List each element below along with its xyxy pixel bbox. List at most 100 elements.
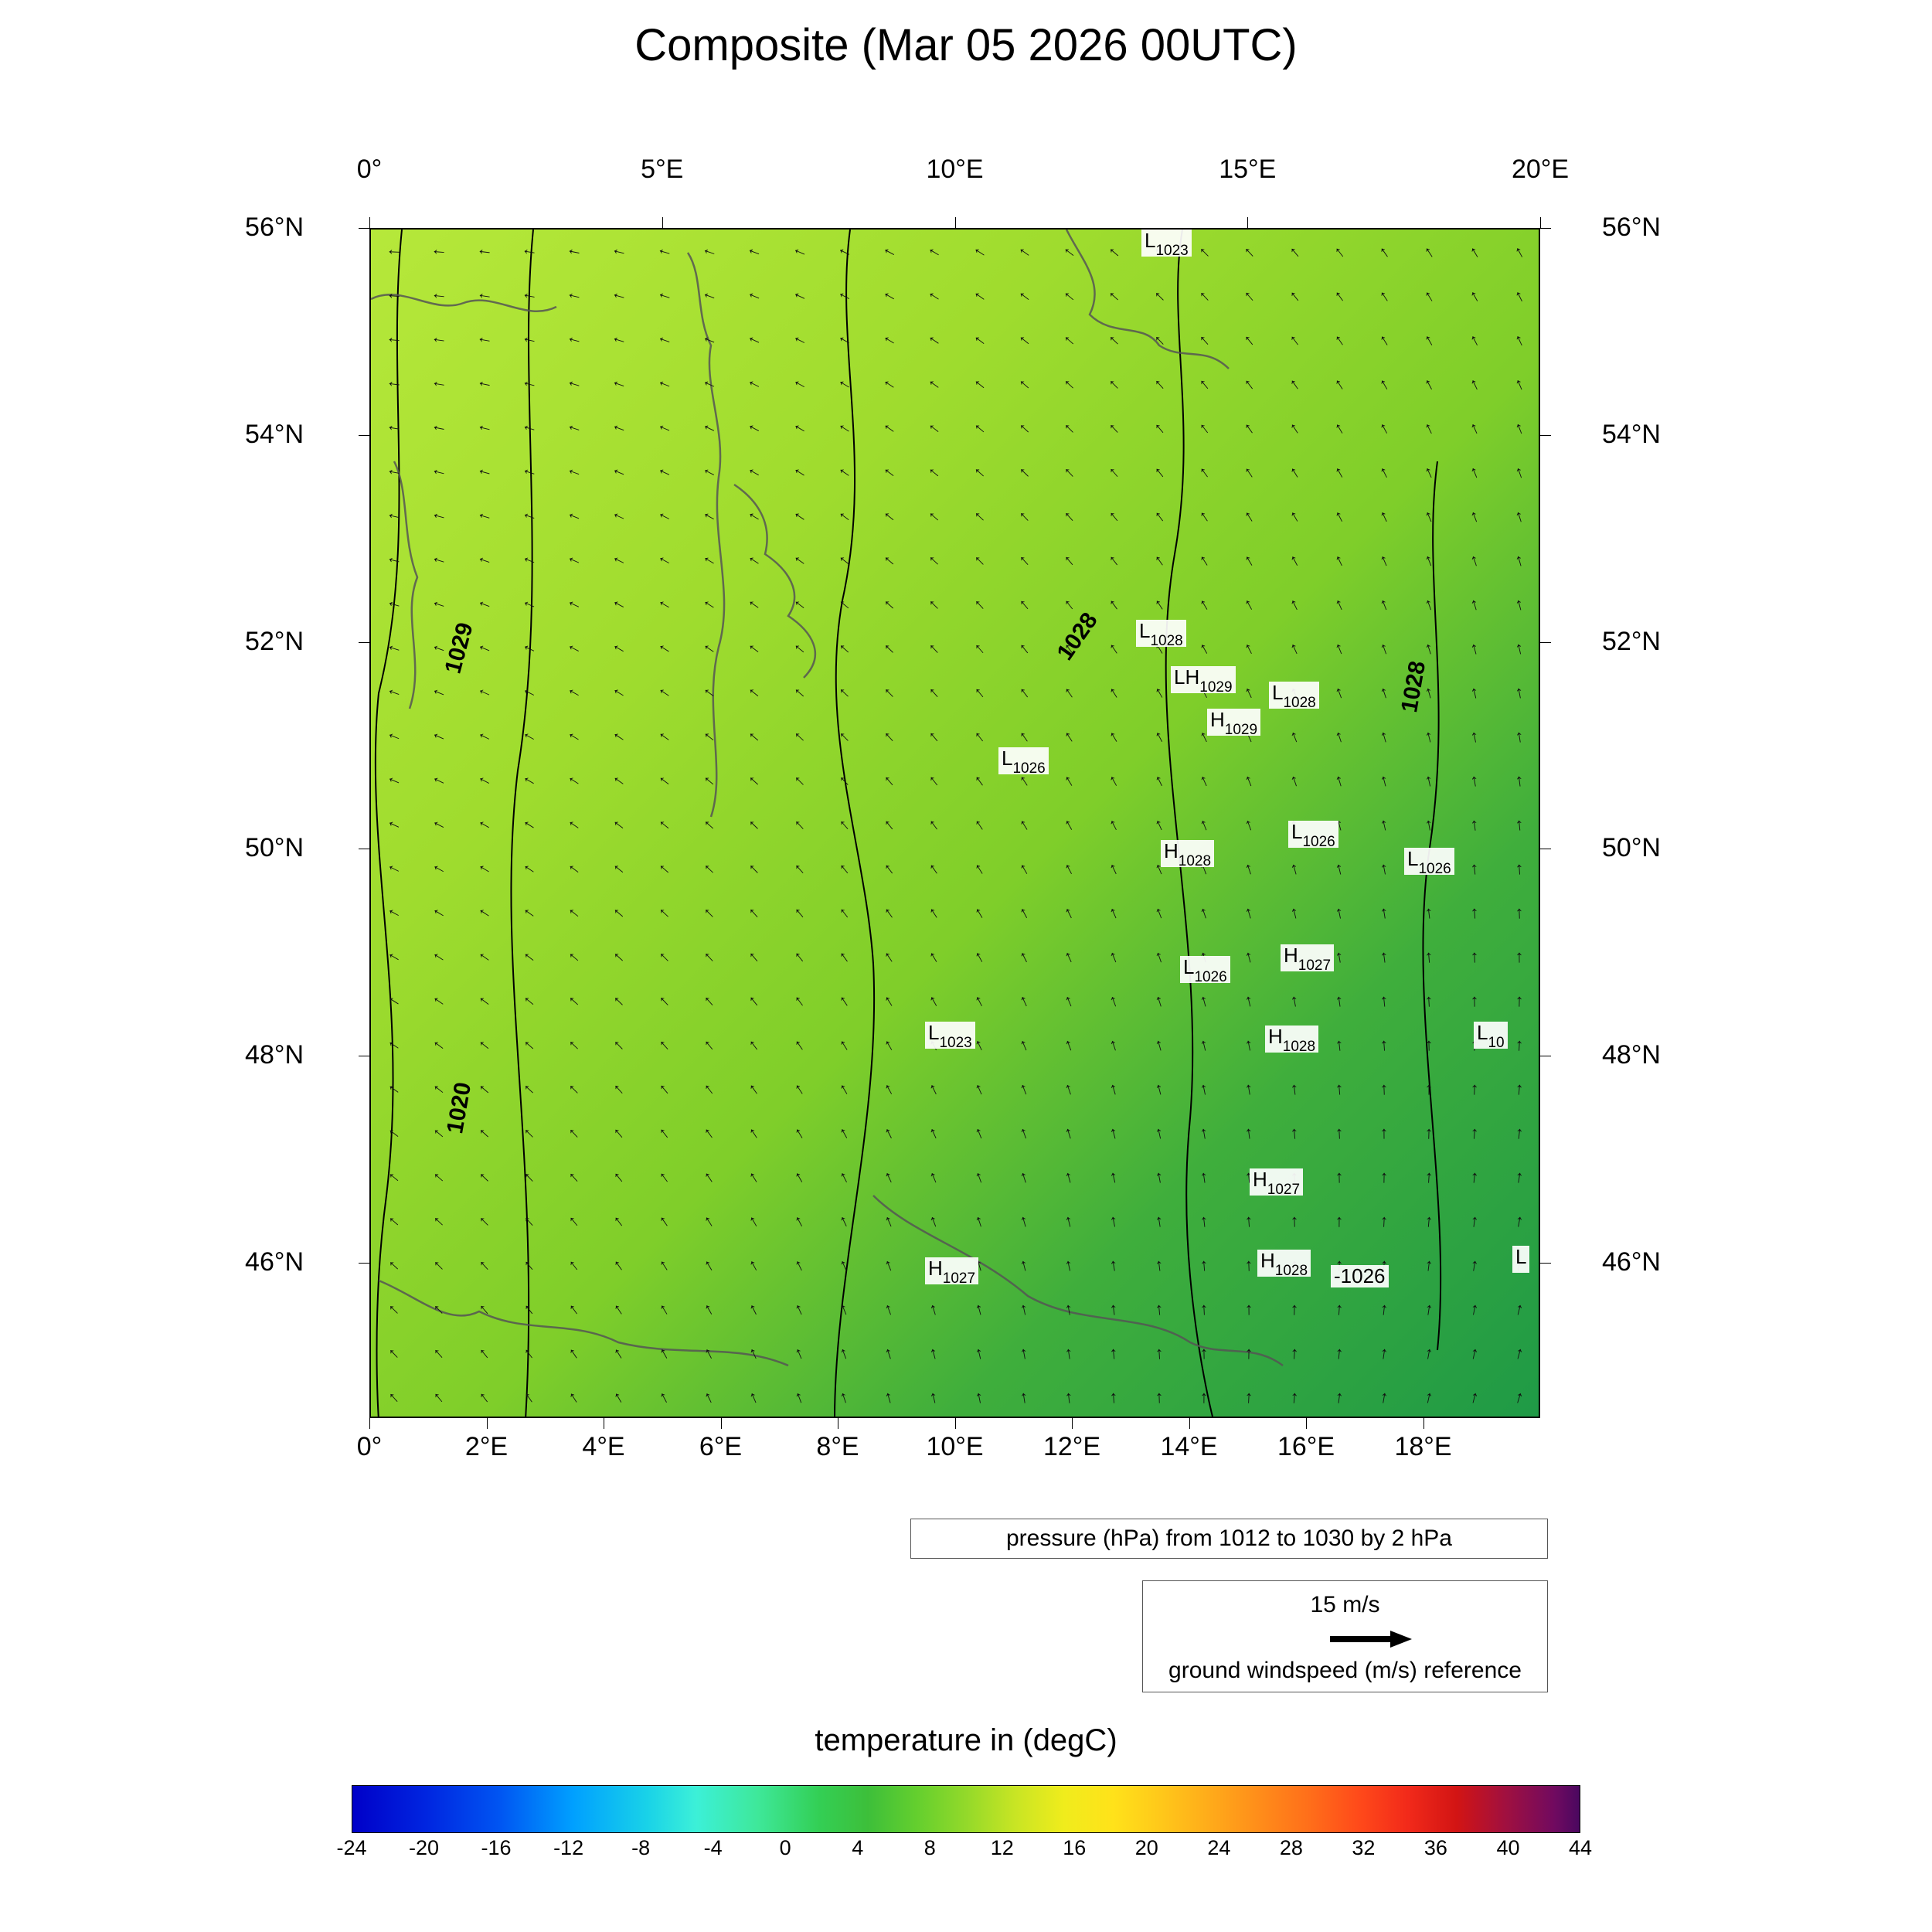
colorbar-tick-12: 12 (991, 1836, 1014, 1860)
colorbar-tick-0: 0 (780, 1836, 791, 1860)
pressure-label-6: LH1029 (1171, 666, 1236, 693)
high-pressure-label-19: H1027 (925, 1257, 978, 1284)
colorbar-tick--12: -12 (553, 1836, 583, 1860)
low-pressure-label-9: L1026 (998, 747, 1049, 774)
axis-label-bottom-7: 14°E (1135, 1432, 1243, 1462)
colorbar-tick-36: 36 (1424, 1836, 1447, 1860)
axis-label-bottom-9: 18°E (1369, 1432, 1478, 1462)
axis-tick-right-2 (1540, 642, 1551, 643)
colorbar-tick--8: -8 (631, 1836, 650, 1860)
axis-tick-bottom-6 (1072, 1418, 1073, 1429)
contour-line-label-1020-1: 1020 (441, 1077, 477, 1138)
axis-label-bottom-8: 16°E (1252, 1432, 1360, 1462)
axis-tick-left-1 (359, 435, 369, 436)
axis-label-right-5: 46°N (1602, 1247, 1718, 1277)
axis-label-top-2: 10°E (901, 155, 1009, 185)
axis-label-top-4: 20°E (1486, 155, 1594, 185)
high-pressure-label-12: H1028 (1161, 840, 1214, 867)
axis-tick-top-2 (955, 217, 956, 228)
contour-line-label-1029-0: 1029 (440, 617, 480, 679)
high-pressure-label-18: H1027 (1250, 1168, 1303, 1196)
low-pressure-label-10: L1026 (1288, 821, 1338, 848)
axis-tick-bottom-8 (1306, 1418, 1307, 1429)
axis-label-bottom-5: 10°E (901, 1432, 1009, 1462)
high-pressure-label-14: H1027 (1281, 944, 1334, 971)
colorbar-tick--20: -20 (409, 1836, 439, 1860)
high-pressure-label-15: H1028 (1265, 1026, 1318, 1053)
low-pressure-label-4: L1023 (1141, 230, 1192, 257)
axis-tick-left-5 (359, 1263, 369, 1264)
axis-label-bottom-4: 8°E (784, 1432, 892, 1462)
axis-tick-bottom-1 (487, 1418, 488, 1429)
colorbar-tick-28: 28 (1280, 1836, 1303, 1860)
low-pressure-label-17: L10 (1474, 1022, 1508, 1049)
axis-tick-top-0 (369, 217, 370, 228)
high-pressure-label-20: H1028 (1257, 1250, 1311, 1277)
pressure-legend-box: pressure (hPa) from 1012 to 1030 by 2 hP… (910, 1519, 1548, 1559)
axis-tick-bottom-3 (721, 1418, 722, 1429)
axis-tick-bottom-5 (955, 1418, 956, 1429)
axis-tick-top-3 (1247, 217, 1248, 228)
axis-label-left-4: 48°N (188, 1040, 304, 1070)
colorbar-tick-20: 20 (1135, 1836, 1158, 1860)
axis-label-bottom-6: 12°E (1018, 1432, 1126, 1462)
temperature-legend-title: temperature in (degC) (0, 1723, 1932, 1758)
axis-label-right-0: 56°N (1602, 213, 1718, 243)
contour-line-label-1028-3: 1028 (1396, 656, 1431, 717)
temperature-colorbar: -24 -20 -16 -12 -8 -4 0 4 8 12 16 20 24 28 32 36 40 44 (352, 1785, 1580, 1855)
axis-tick-left-2 (359, 642, 369, 643)
axis-tick-bottom-9 (1423, 1418, 1424, 1429)
axis-tick-bottom-7 (1189, 1418, 1190, 1429)
colorbar-tick--16: -16 (481, 1836, 512, 1860)
colorbar-tick-40: 40 (1496, 1836, 1519, 1860)
page-title: Composite (Mar 05 2026 00UTC) (0, 19, 1932, 71)
colorbar-tick-16: 16 (1063, 1836, 1086, 1860)
pressure-label-21: -1026 (1331, 1265, 1389, 1287)
axis-label-left-0: 56°N (188, 213, 304, 243)
colorbar-gradient (352, 1785, 1580, 1833)
axis-tick-right-5 (1540, 1263, 1551, 1264)
low-pressure-label-11: L1026 (1404, 848, 1454, 875)
axis-label-bottom-3: 6°E (667, 1432, 775, 1462)
axis-tick-top-1 (662, 217, 663, 228)
colorbar-tick--4: -4 (704, 1836, 723, 1860)
axis-label-right-3: 50°N (1602, 833, 1718, 863)
contour-line-label-1028-2: 1028 (1050, 606, 1104, 668)
colorbar-tick-8: 8 (924, 1836, 936, 1860)
colorbar-tick-44: 44 (1569, 1836, 1592, 1860)
axis-label-left-2: 52°N (188, 627, 304, 657)
low-pressure-label-13: L1026 (1180, 956, 1230, 983)
wind-reference-sublabel: ground windspeed (m/s) reference (1143, 1658, 1547, 1684)
wind-reference-legend-box: 15 m/s ground windspeed (m/s) reference (1142, 1580, 1548, 1692)
axis-label-bottom-1: 2°E (433, 1432, 541, 1462)
low-pressure-label-22: L (1512, 1246, 1529, 1273)
axis-label-right-2: 52°N (1602, 627, 1718, 657)
wind-reference-arrow-icon (1328, 1629, 1413, 1649)
axis-label-top-1: 5°E (608, 155, 716, 185)
colorbar-tick-4: 4 (852, 1836, 863, 1860)
map-plot-area: ↑ ↑ ↑ ↑ ↑ ↑ ↑ ↑ ↑ ↑ ↑ ↑ ↑ ↑ ↑ ↑ ↑ ↑ ↑ ↑ ↑ ↑ ↑ ↑ ↑ ↑ ↑ ↑ ↑ ↑ ↑ ↑ ↑ ↑ ↑ ↑ ↑ ↑ ↑ ↑… (369, 228, 1540, 1418)
low-pressure-label-7: L1028 (1269, 682, 1319, 709)
axis-label-top-0: 0° (315, 155, 423, 185)
axis-label-left-5: 46°N (188, 1247, 304, 1277)
axis-label-bottom-0: 0° (315, 1432, 423, 1462)
pressure-label-group: 1029 1020 1028 1028 L1023 L1028 LH1029 L1028 H10… (371, 230, 1539, 1417)
axis-label-top-3: 15°E (1193, 155, 1301, 185)
low-pressure-label-16: L1023 (925, 1022, 975, 1049)
colorbar-tick-32: 32 (1352, 1836, 1375, 1860)
colorbar-tick--24: -24 (336, 1836, 366, 1860)
high-pressure-label-8: H1029 (1207, 709, 1260, 736)
axis-tick-right-0 (1540, 228, 1551, 229)
axis-label-right-1: 54°N (1602, 420, 1718, 450)
axis-tick-left-0 (359, 228, 369, 229)
axis-tick-top-4 (1540, 217, 1541, 228)
axis-tick-right-1 (1540, 435, 1551, 436)
axis-label-left-3: 50°N (188, 833, 304, 863)
axis-tick-bottom-0 (369, 1418, 370, 1429)
low-pressure-label-5: L1028 (1136, 620, 1186, 647)
wind-reference-speed-label: 15 m/s (1143, 1592, 1547, 1618)
colorbar-tick-24: 24 (1207, 1836, 1230, 1860)
axis-label-bottom-2: 4°E (549, 1432, 658, 1462)
axis-label-left-1: 54°N (188, 420, 304, 450)
axis-label-right-4: 48°N (1602, 1040, 1718, 1070)
